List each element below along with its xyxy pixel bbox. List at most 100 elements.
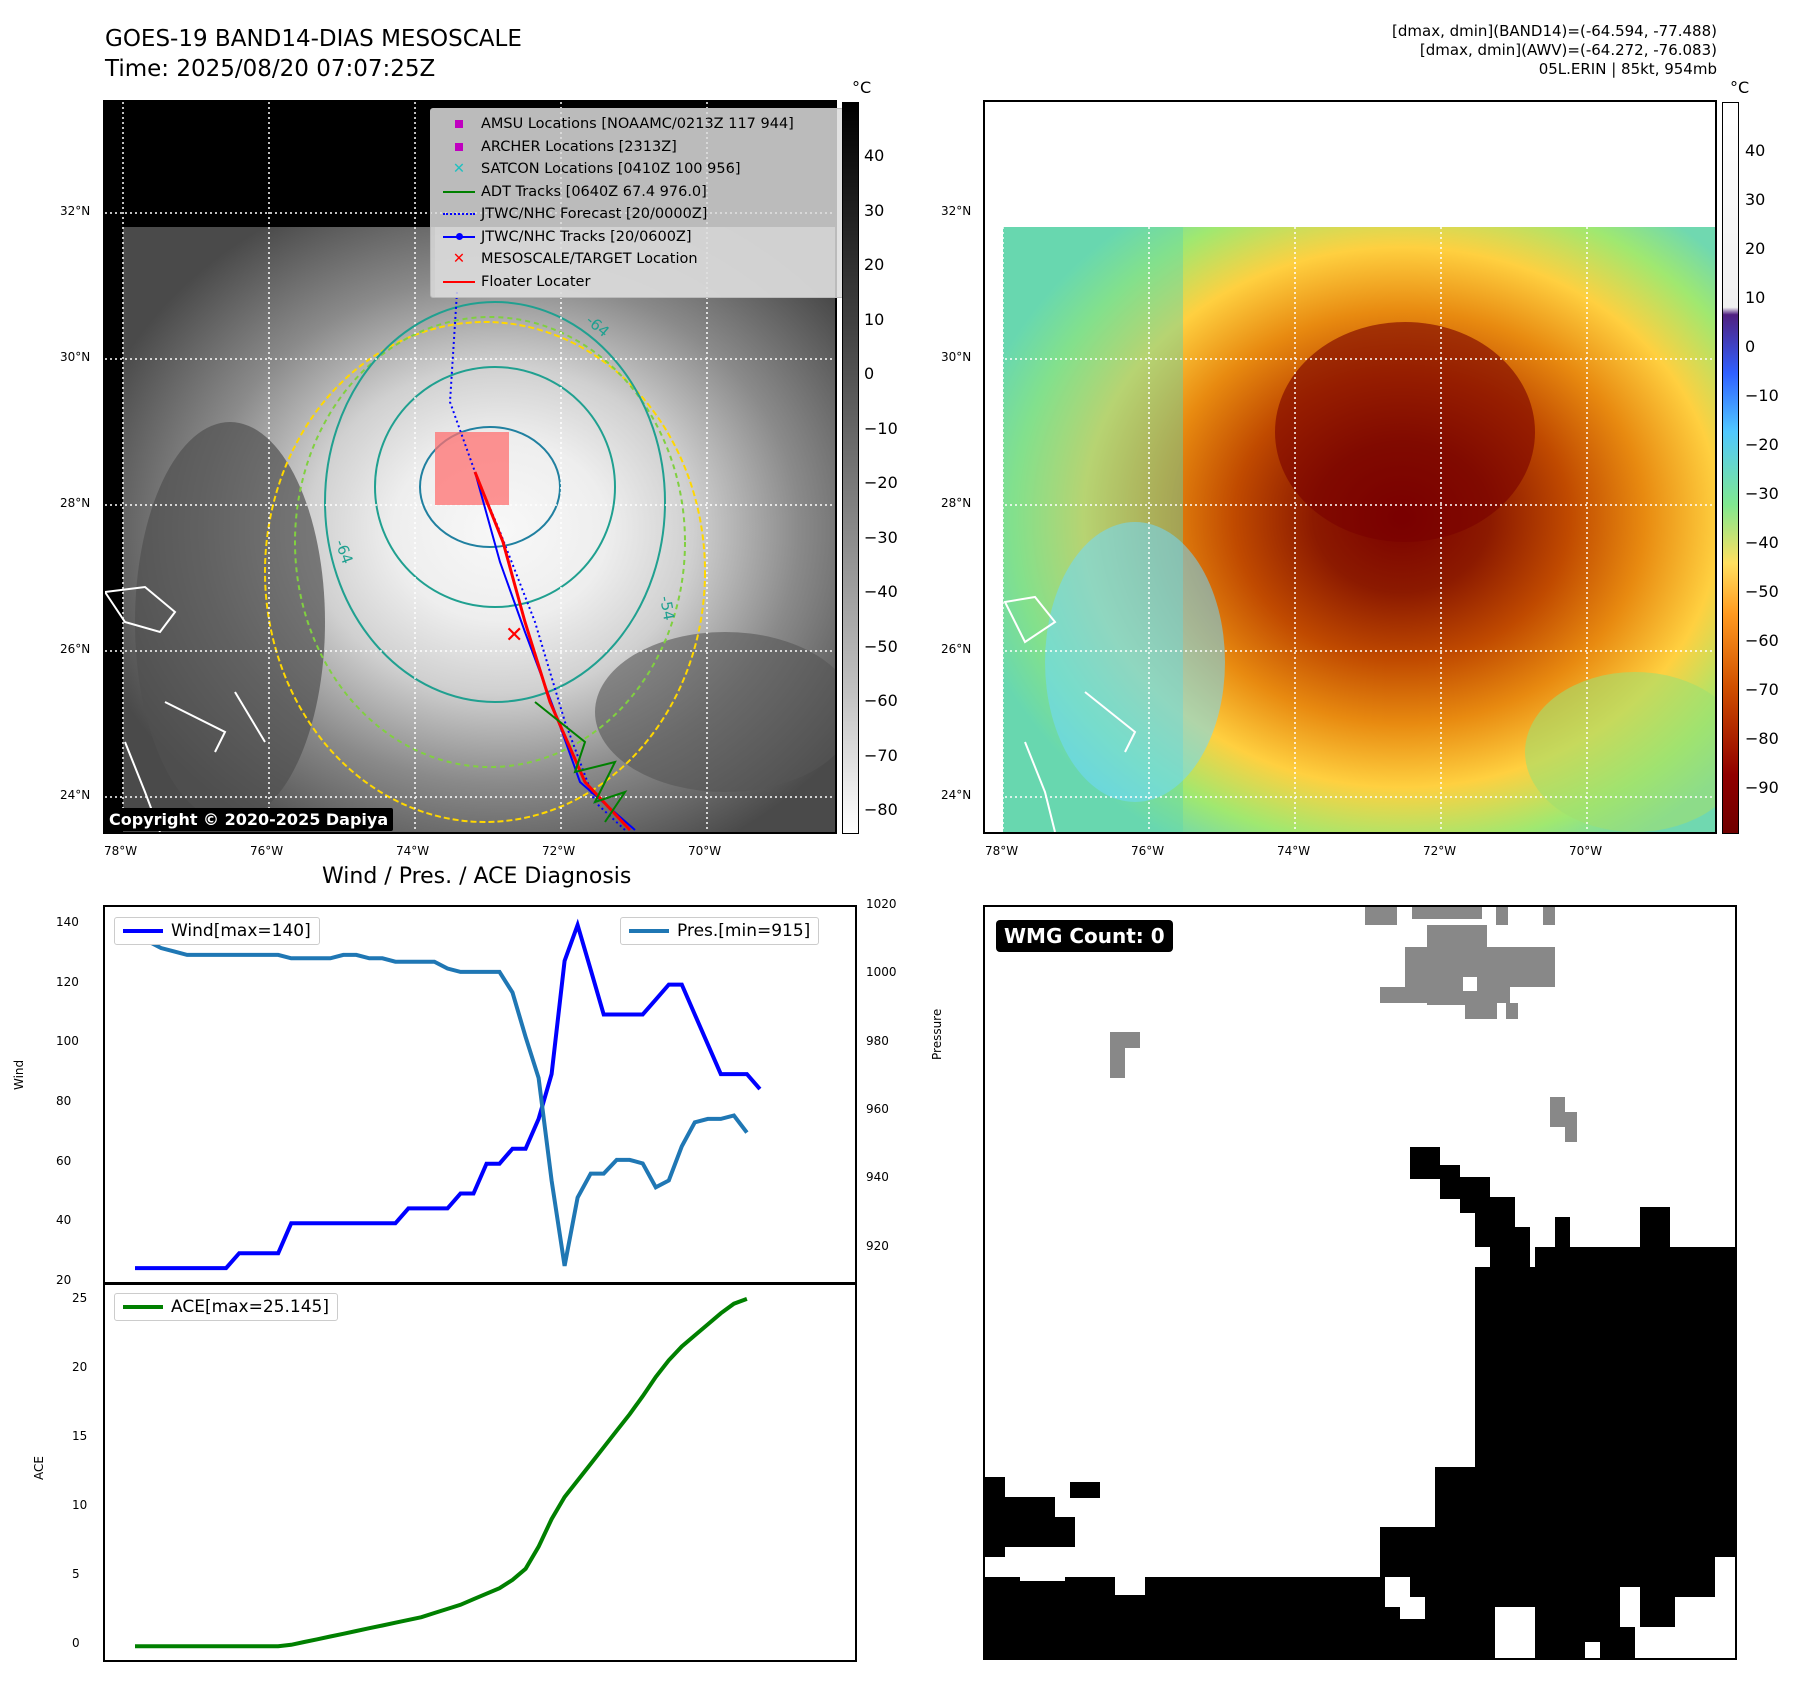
colorbar-tick: −20 — [864, 473, 898, 492]
lat-label: 28°N — [941, 496, 972, 510]
ace-axis-tick: 0 — [72, 1636, 80, 1651]
ace-line-icon — [123, 1305, 163, 1309]
pressure-line — [135, 939, 749, 1267]
diagnosis-title: Wind / Pres. / ACE Diagnosis — [322, 864, 632, 889]
dot-line-icon — [437, 232, 481, 240]
wind-axis-tick: 20 — [56, 1273, 72, 1287]
colorbar-tick: −60 — [864, 691, 898, 710]
storm-info: [dmax, dmin](BAND14)=(-64.594, -77.488) … — [1392, 22, 1717, 79]
colorbar-tick: −20 — [1745, 435, 1779, 454]
pressure-axis-label: Pressure — [930, 1008, 944, 1060]
colorbar-tick: 30 — [864, 200, 885, 220]
colorbar-tick: −10 — [1745, 386, 1779, 405]
dotted-line-icon — [437, 213, 481, 216]
square-marker-icon — [437, 142, 481, 151]
colorbar-tick: 40 — [864, 146, 885, 165]
ace-chart — [135, 1297, 748, 1649]
pressure-line-icon — [629, 929, 669, 933]
wind-axis-tick: 140 — [56, 914, 79, 929]
copyright-label: Copyright © 2020-2025 Dapiya — [104, 808, 394, 831]
lon-label: 70°W — [688, 844, 722, 858]
colorbar-unit: °C — [1730, 78, 1750, 97]
pressure-legend: Pres.[min=915] — [620, 917, 820, 945]
lat-label: 24°N — [941, 788, 972, 802]
colorbar-tick: −80 — [864, 800, 898, 819]
svg-text:-54: -54 — [656, 595, 678, 622]
band14-map-canvas: -64 -54 -64 ✕ — [105, 102, 835, 832]
colorbar-tick: −80 — [1745, 729, 1779, 748]
colorbar-tick: −10 — [864, 418, 898, 438]
ace-line — [135, 1297, 748, 1649]
lat-label: 32°N — [60, 204, 91, 218]
colorbar-tick: 20 — [1745, 239, 1766, 258]
wind-pressure-panel — [103, 905, 857, 1285]
ace-axis-label: ACE — [32, 1456, 46, 1480]
colorbar-tick: −40 — [1745, 533, 1779, 552]
legend-item-amsu: AMSU Locations [NOAAMC/0213Z 117 944] — [437, 113, 837, 136]
legend-item-forecast: JTWC/NHC Forecast [20/0000Z] — [437, 203, 837, 226]
awv-map — [983, 100, 1717, 834]
wind-axis-tick: 60 — [56, 1153, 72, 1168]
lon-label: 72°W — [542, 844, 576, 858]
wmg-panel — [983, 905, 1737, 1660]
colorbar-tick: −60 — [1745, 631, 1779, 650]
x-marker-icon: ✕ — [452, 161, 466, 178]
band14-colorbar — [842, 102, 859, 834]
wmg-grid — [985, 907, 1735, 1658]
colorbar-tick: 0 — [1745, 337, 1756, 356]
wind-axis-tick: 120 — [56, 974, 79, 989]
line-marker-icon — [437, 280, 481, 283]
lon-label: 78°W — [985, 844, 1019, 858]
colorbar-tick: −50 — [1745, 582, 1779, 601]
colorbar-tick: −40 — [864, 582, 898, 601]
wind-pressure-chart — [135, 918, 762, 1271]
colorbar-tick: −50 — [864, 636, 898, 656]
colorbar-tick: 40 — [1745, 141, 1766, 160]
ace-panel — [103, 1282, 857, 1662]
wind-legend: Wind[max=140] — [114, 917, 320, 945]
awv-map-canvas — [985, 102, 1715, 832]
info-line-2: [dmax, dmin](AWV)=(-64.272, -76.083) — [1419, 41, 1717, 59]
awv-colorbar — [1722, 102, 1739, 834]
colorbar-tick: −70 — [864, 745, 898, 765]
ace-axis-tick: 5 — [72, 1567, 80, 1582]
legend-item-floater: Floater Locater — [437, 271, 837, 294]
pressure-axis-tick: 960 — [866, 1102, 889, 1117]
wind-axis-tick: 80 — [56, 1093, 72, 1108]
legend-item-archer: ARCHER Locations [2313Z] — [437, 136, 837, 159]
wind-axis-tick: 100 — [56, 1034, 79, 1049]
colorbar-tick: −90 — [1745, 778, 1779, 797]
wind-axis-tick: 40 — [56, 1213, 72, 1228]
floater-box — [435, 432, 509, 505]
pressure-axis-tick: 940 — [866, 1170, 889, 1185]
wind-axis-label: Wind — [12, 1059, 26, 1090]
colorbar-unit: °C — [852, 78, 872, 97]
title-line-2: Time: 2025/08/20 07:07:25Z — [105, 56, 436, 82]
ace-legend: ACE[max=25.145] — [114, 1293, 338, 1321]
info-line-3: 05L.ERIN | 85kt, 954mb — [1538, 60, 1717, 78]
colorbar-tick: 0 — [864, 364, 875, 383]
colorbar-tick: −70 — [1745, 680, 1779, 699]
line-marker-icon — [437, 190, 481, 193]
lat-label: 28°N — [60, 496, 91, 510]
colorbar-tick: 20 — [864, 255, 885, 274]
svg-text:✕: ✕ — [505, 623, 523, 648]
wind-line — [135, 918, 762, 1271]
ace-axis-tick: 25 — [72, 1290, 88, 1305]
ace-axis-tick: 10 — [72, 1498, 88, 1513]
lat-label: 24°N — [60, 788, 91, 802]
colorbar-tick: −30 — [1745, 484, 1779, 503]
ace-axis-tick: 15 — [72, 1429, 88, 1444]
lon-label: 78°W — [104, 844, 138, 858]
lat-label: 26°N — [941, 642, 972, 656]
lon-label: 76°W — [250, 844, 284, 858]
colorbar-tick: 30 — [1745, 190, 1766, 209]
colorbar-tick: 10 — [864, 309, 885, 329]
plot-title: GOES-19 BAND14-DIAS MESOSCALE Time: 2025… — [105, 24, 522, 84]
legend-item-satcon: ✕ SATCON Locations [0410Z 100 956] — [437, 158, 837, 181]
pressure-axis-tick: 1020 — [866, 897, 897, 911]
colorbar-tick: 10 — [1745, 288, 1766, 307]
lat-label: 30°N — [60, 350, 91, 364]
lon-label: 72°W — [1423, 844, 1457, 858]
x-marker-icon: ✕ — [452, 251, 466, 268]
